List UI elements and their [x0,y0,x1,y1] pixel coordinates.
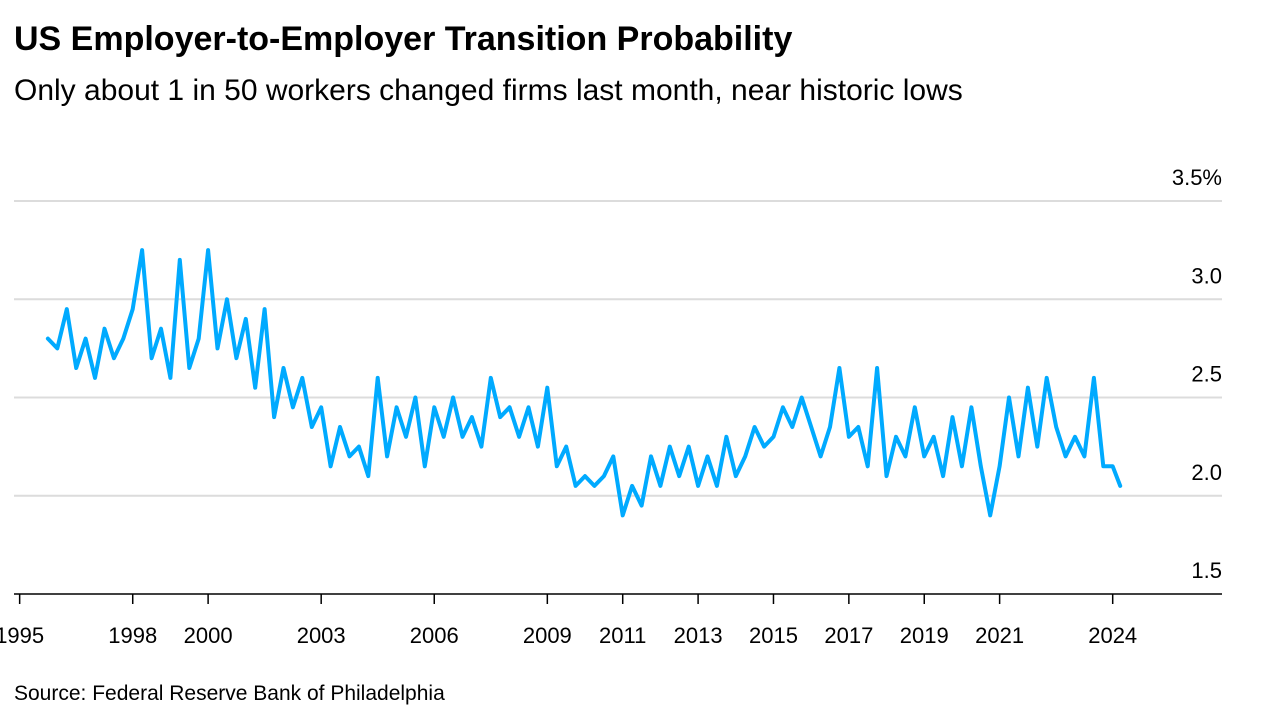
x-tick-label: 2011 [599,623,646,648]
chart-title: US Employer-to-Employer Transition Proba… [14,20,792,58]
y-tick-label: 3.5% [1172,165,1222,190]
x-tick-label: 2017 [824,623,873,648]
x-tick-label: 1995 [0,623,44,648]
y-tick-label: 3.0 [1191,263,1222,288]
y-tick-label: 1.5 [1191,558,1222,583]
chart-subtitle: Only about 1 in 50 workers changed firms… [14,74,963,107]
y-tick-label: 2.5 [1191,362,1222,387]
y-tick-label: 2.0 [1191,460,1222,485]
x-tick-label: 2024 [1088,623,1137,648]
data-line [45,248,1123,518]
x-tick-label: 2009 [523,623,572,648]
source: Source: Federal Reserve Bank of Philadel… [14,682,445,705]
x-tick-label: 2003 [297,623,346,648]
x-tick-label: 1998 [108,623,157,648]
x-tick-label: 2000 [184,623,233,648]
x-tick-label: 2013 [674,623,723,648]
x-tick-label: 2006 [410,623,459,648]
x-tick-label: 2019 [900,623,949,648]
x-tick-label: 2021 [975,623,1024,648]
x-tick-label: 2015 [749,623,798,648]
